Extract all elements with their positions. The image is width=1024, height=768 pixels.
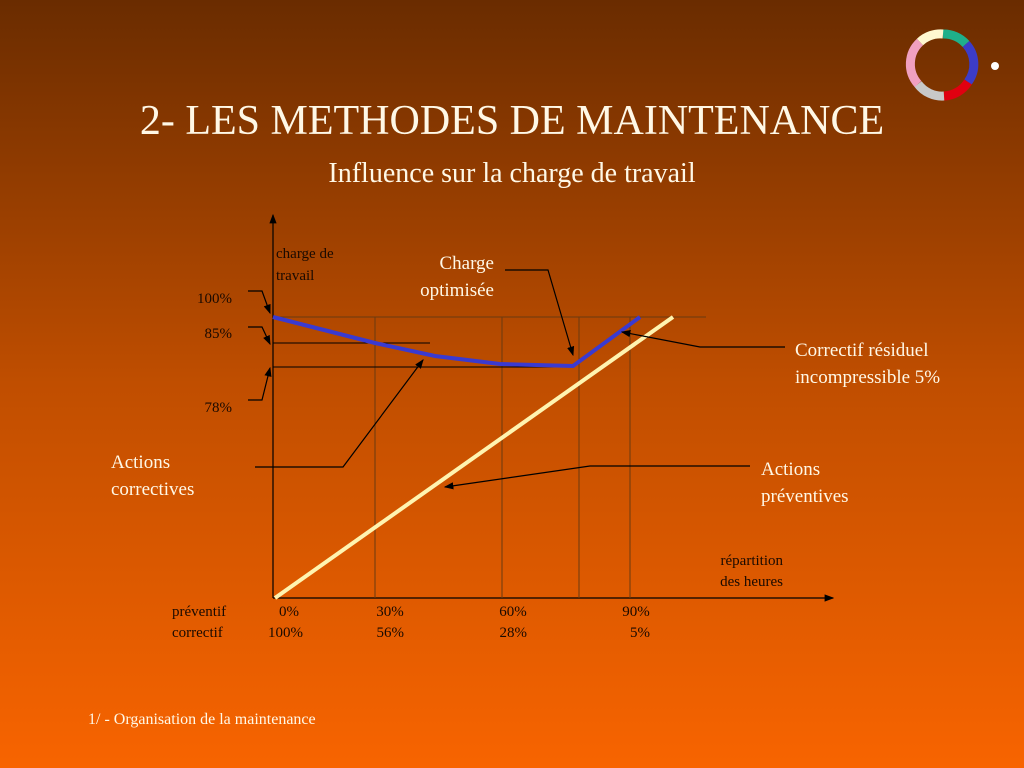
- scale-label: correctif: [172, 625, 223, 641]
- leaders: [248, 269, 785, 490]
- preventive-line: [273, 315, 675, 600]
- axes: [269, 213, 835, 602]
- y-axis-label: travail: [276, 268, 314, 284]
- y-label: 100%: [197, 291, 232, 307]
- y-label: 78%: [205, 400, 233, 416]
- annotation: Charge: [439, 253, 494, 274]
- title: 2- LES METHODES DE MAINTENANCE: [140, 98, 884, 144]
- scale-label: préventif: [172, 604, 226, 620]
- footer: 1/ - Organisation de la maintenance: [88, 711, 316, 728]
- annotation: Correctif résiduel: [795, 340, 928, 361]
- annotation: préventives: [761, 486, 849, 507]
- scale-label: 90%: [622, 604, 650, 620]
- scale-label: 28%: [500, 625, 528, 641]
- scale-label: 5%: [630, 625, 650, 641]
- workload-curve: [272, 315, 642, 369]
- annotation: incompressible 5%: [795, 367, 940, 388]
- x-axis-label: des heures: [720, 574, 783, 590]
- logo: [905, 29, 999, 101]
- scale-label: 100%: [268, 625, 303, 641]
- annotation: Actions: [111, 452, 170, 473]
- scale-label: 56%: [377, 625, 405, 641]
- annotation: optimisée: [420, 280, 494, 301]
- annotation: correctives: [111, 479, 194, 500]
- y-label: 85%: [205, 326, 233, 342]
- annotation: Actions: [761, 459, 820, 480]
- scale-rows: préventif 0% 30% 60% 90% correctif 100% 56% 28% 5…: [172, 604, 650, 641]
- scale-label: 30%: [376, 604, 404, 620]
- x-axis-label: répartition: [721, 553, 784, 569]
- subtitle: Influence sur la charge de travail: [328, 158, 695, 189]
- y-axis-label: charge de: [276, 246, 334, 262]
- scale-label: 60%: [499, 604, 527, 620]
- scale-label: 0%: [279, 604, 299, 620]
